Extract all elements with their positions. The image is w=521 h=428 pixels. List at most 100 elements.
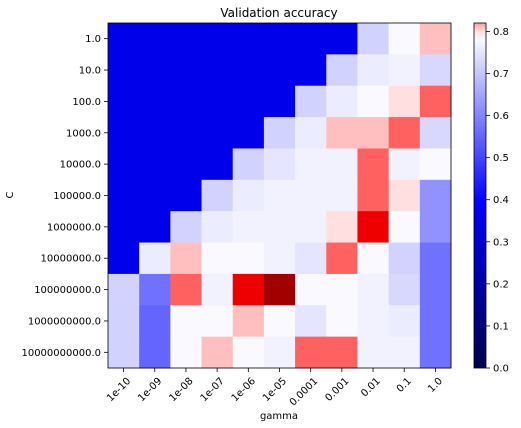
heatmap-cell [388, 211, 421, 244]
heatmap-cell [263, 211, 296, 244]
heatmap-cell [108, 117, 140, 149]
heatmap-cell [263, 242, 296, 275]
heatmap-cell [232, 211, 265, 244]
x-axis-title: gamma [260, 411, 298, 422]
heatmap-cell [295, 148, 327, 181]
heatmap-cell [357, 23, 390, 55]
heatmap-cell [170, 336, 203, 369]
heatmap-cell [419, 117, 452, 149]
x-tick-label: 1e-05 [261, 376, 289, 404]
heatmap-cell [419, 336, 452, 369]
heatmap-cell [357, 242, 390, 275]
heatmap-cell [388, 305, 421, 338]
x-tick-label: 0.1 [395, 376, 414, 395]
colorbar-tick-label: 0.8 [493, 27, 509, 38]
heatmap-cell [295, 85, 327, 118]
y-tick-label: 1.0 [85, 34, 101, 45]
heatmap-cell [388, 179, 421, 212]
heatmap-cell [326, 23, 358, 55]
heatmap-cell [170, 85, 203, 118]
heatmap-cell [263, 148, 296, 181]
heatmap-cell [108, 273, 140, 306]
heatmap-cell [201, 273, 234, 306]
heatmap-cell [201, 117, 234, 149]
heatmap-cell [263, 336, 296, 369]
chart-title: Validation accuracy [220, 6, 337, 20]
heatmap-cell [326, 117, 358, 149]
heatmap-cell [170, 148, 203, 181]
heatmap-cell [295, 211, 327, 244]
x-tick-label: 1e-07 [199, 376, 227, 404]
heatmap-cell [232, 242, 265, 275]
heatmap-cell [108, 54, 140, 87]
heatmap-cell [295, 117, 327, 149]
colorbar-tick-label: 0.0 [493, 364, 509, 375]
heatmap-cell [263, 85, 296, 118]
heatmap-cell [170, 54, 203, 87]
heatmap-cell [388, 242, 421, 275]
heatmap-cell [139, 242, 171, 275]
colorbar-tick-label: 0.3 [493, 237, 509, 248]
heatmap-cell [232, 85, 265, 118]
heatmap-cell [232, 305, 265, 338]
x-tick-label: 1e-09 [136, 376, 164, 404]
heatmap-cell [201, 85, 234, 118]
heatmap-cell [326, 54, 358, 87]
y-tick-label: 1000000.0 [47, 222, 101, 233]
heatmap-cell [232, 23, 265, 55]
heatmap-cell [419, 148, 452, 181]
heatmap-cell [108, 85, 140, 118]
heatmap-cell [357, 148, 390, 181]
heatmap-cell [295, 273, 327, 306]
heatmap-cell [419, 273, 452, 306]
heatmap-cell [419, 23, 452, 55]
heatmap-cell [388, 148, 421, 181]
heatmap-cell [201, 211, 234, 244]
heatmap-cell [326, 85, 358, 118]
heatmap-cell [326, 273, 358, 306]
colorbar-tick-label: 0.2 [493, 279, 509, 290]
heatmap-cell [263, 117, 296, 149]
heatmap-cell [357, 117, 390, 149]
heatmap-cell [263, 54, 296, 87]
heatmap-cell [108, 305, 140, 338]
y-tick-label: 10.0 [79, 66, 101, 77]
heatmap-cell [139, 179, 171, 212]
heatmap-cell [108, 242, 140, 275]
heatmap-cell [232, 54, 265, 87]
heatmap-cell [357, 305, 390, 338]
heatmap-cell [201, 179, 234, 212]
heatmap-cell [139, 273, 171, 306]
heatmap-cell [357, 211, 390, 244]
heatmap-cell [326, 336, 358, 369]
heatmap-cell [388, 85, 421, 118]
heatmap-cell [232, 336, 265, 369]
y-tick-label: 100.0 [72, 97, 101, 108]
heatmap-cell [170, 273, 203, 306]
heatmap-cell [357, 179, 390, 212]
y-axis-title: C [5, 191, 16, 198]
y-tick-label: 10000.0 [60, 160, 101, 171]
heatmap-cell [201, 148, 234, 181]
heatmap-cell [170, 179, 203, 212]
heatmap-cell [170, 211, 203, 244]
colorbar [473, 22, 487, 369]
heatmap-cell [201, 242, 234, 275]
colorbar-tick-label: 0.5 [493, 153, 509, 164]
x-tick-label: 1e-06 [230, 376, 258, 404]
x-tick-label: 1e-10 [105, 376, 133, 404]
heatmap-cell [388, 273, 421, 306]
heatmap-cell [295, 242, 327, 275]
heatmap-cells [108, 23, 452, 369]
heatmap-cell [388, 54, 421, 87]
heatmap-cell [139, 54, 171, 87]
y-tick-label: 10000000.0 [41, 254, 101, 265]
y-tick-label: 10000000000.0 [21, 348, 101, 359]
heatmap-cell [201, 336, 234, 369]
y-axis-ticks: 1.0 10.0 100.0 1000.0 10000.0 100000.0 1000000… [21, 34, 108, 359]
heatmap-cell [170, 305, 203, 338]
heatmap-cell [357, 85, 390, 118]
heatmap-cell [201, 54, 234, 87]
heatmap-cell [326, 179, 358, 212]
heatmap-cell [139, 23, 171, 55]
